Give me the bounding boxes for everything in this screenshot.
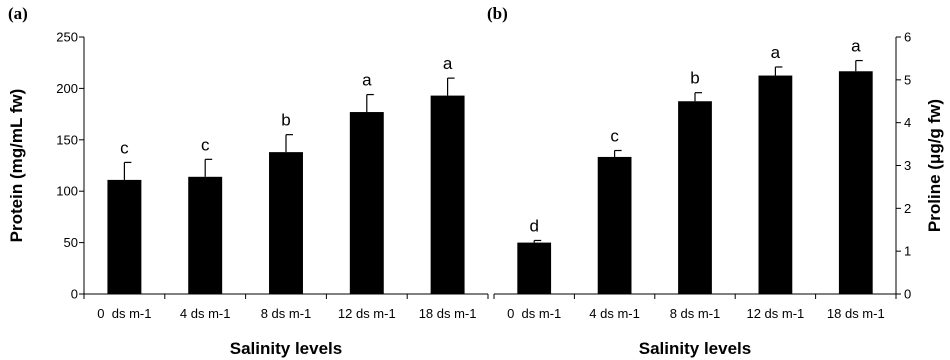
bar	[517, 242, 552, 294]
x-tick-label: 12 ds m-1	[338, 306, 396, 321]
y-tick-label: 100	[56, 184, 78, 199]
y-tick-label: 1	[904, 244, 911, 259]
significance-label: b	[281, 111, 290, 130]
x-tick-label: 4 ds m-1	[589, 306, 640, 321]
x-tick-label: 0 ds m-1	[97, 306, 151, 321]
y-tick-label: 0	[71, 287, 78, 302]
x-tick-label: 18 ds m-1	[827, 306, 885, 321]
bar	[597, 156, 632, 294]
x-tick-label: 4 ds m-1	[180, 306, 231, 321]
significance-label: a	[443, 54, 453, 73]
bar	[188, 176, 223, 294]
y-tick-label: 200	[56, 81, 78, 96]
y-tick-label: 6	[904, 30, 911, 45]
y-tick-label: 150	[56, 132, 78, 147]
significance-label: a	[851, 37, 861, 56]
y-axis-title: Proline (μg/g fw)	[925, 99, 944, 232]
y-tick-label: 0	[904, 287, 911, 302]
y-tick-label: 5	[904, 72, 911, 87]
y-tick-label: 250	[56, 30, 78, 45]
y-tick-label: 4	[904, 115, 911, 130]
chart-panel-b: (b) 0 1 2 3 4 5 6 d 0 ds m-1 c 4 ds m-1 b 8 ds m-1 a 1…	[487, 4, 944, 358]
bar	[838, 71, 873, 295]
y-tick-label: 50	[64, 235, 78, 250]
bar	[107, 179, 142, 294]
significance-label: a	[362, 71, 372, 90]
x-axis-title: Salinity levels	[639, 339, 751, 358]
significance-label: c	[610, 127, 619, 146]
chart-panel-a: (a) 0 50 100 150 200 250 c 0 ds m-1 c 4 ds m-1 b 8 …	[7, 4, 489, 358]
x-tick-label: 0 ds m-1	[507, 306, 561, 321]
bar	[349, 112, 384, 294]
x-axis-title: Salinity levels	[230, 339, 342, 358]
bar	[430, 95, 465, 294]
y-tick-label: 2	[904, 201, 911, 216]
bar	[678, 101, 712, 294]
panel-label-a: (a)	[8, 4, 28, 23]
y-tick-label: 3	[904, 158, 911, 173]
significance-label: d	[529, 216, 538, 235]
bar	[758, 75, 793, 294]
x-tick-label: 18 ds m-1	[419, 306, 477, 321]
significance-label: b	[690, 69, 699, 88]
bar	[269, 152, 303, 294]
x-tick-label: 8 ds m-1	[670, 306, 721, 321]
significance-label: c	[120, 138, 129, 157]
significance-label: a	[771, 43, 781, 62]
y-axis-title: Protein (mg/mL fw)	[7, 89, 26, 243]
x-tick-label: 12 ds m-1	[746, 306, 804, 321]
significance-label: c	[201, 135, 210, 154]
panel-label-b: (b)	[487, 4, 508, 23]
x-tick-label: 8 ds m-1	[261, 306, 312, 321]
